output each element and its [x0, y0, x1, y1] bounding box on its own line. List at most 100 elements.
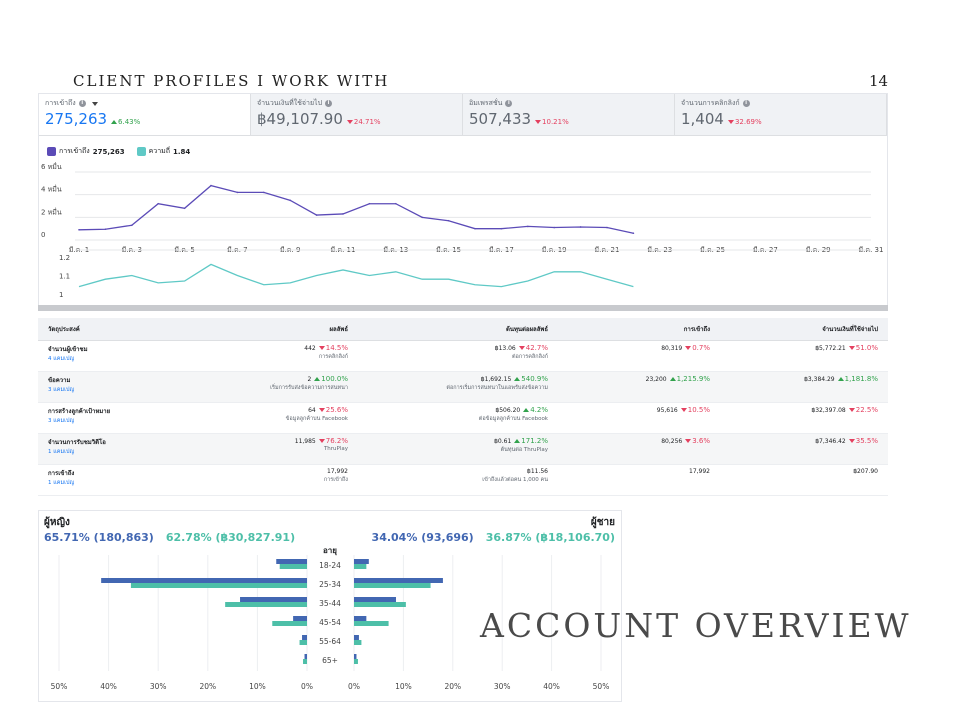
result-cell: 64 25.6% ข้อมูลลูกค้าบน Facebook [228, 402, 358, 434]
male-spend-bar[interactable] [354, 564, 367, 569]
metric-tab-0[interactable]: การเข้าถึง i 275,263 6.43% [39, 94, 251, 135]
legend-item-frequency[interactable]: ความถี่ 1.84 [136, 146, 190, 157]
result-cell-sublabel: การคลิกลิงก์ [318, 353, 348, 360]
reach-cell-value: 80,256 [661, 437, 683, 445]
male-spend-bar[interactable] [354, 621, 389, 626]
header-amount-spent[interactable]: จำนวนเงินที่ใช้จ่ายไป [720, 318, 888, 341]
reach-point [632, 232, 635, 234]
cost-cell-value: ฿11.56 [527, 467, 548, 475]
table-row[interactable]: การสร้างลูกค้าเป้าหมาย 3 แคมเปญ 64 25.6% ข้อ… [38, 402, 888, 434]
delta-badge: 171.2% [514, 437, 548, 445]
female-reach-bar[interactable] [302, 635, 307, 640]
header-results[interactable]: ผลลัพธ์ [228, 318, 358, 341]
chevron-down-icon[interactable] [91, 101, 98, 106]
arrow-down-icon [680, 407, 687, 412]
metric-delta-value: 10.21% [542, 118, 569, 126]
reach-cell: 95,616 10.5% [558, 402, 720, 434]
male-spend-bar[interactable] [354, 583, 431, 588]
reach-cell-value: 17,992 [689, 467, 710, 475]
header-reach[interactable]: การเข้าถึง [558, 318, 720, 341]
delta-badge: 0.7% [685, 344, 710, 352]
table-row[interactable]: การเข้าถึง 1 แคมเปญ 17,992 การเข้าถึง ฿11.56… [38, 464, 888, 497]
result-cell-value-row: 11,985 76.2% [238, 437, 348, 445]
panel-divider [38, 305, 888, 311]
objective-name: ข้อความ [48, 376, 71, 384]
info-icon[interactable]: i [505, 100, 513, 107]
reach-swatch [47, 147, 56, 156]
male-reach-bar[interactable] [354, 616, 367, 621]
campaign-count-link[interactable]: 1 แคมเปญ [48, 448, 75, 455]
legend-item-reach[interactable]: การเข้าถึง 275,263 [47, 146, 125, 157]
male-spend-bar[interactable] [354, 602, 406, 607]
metric-tab-3[interactable]: จำนวนการคลิกลิงก์ i 1,404 32.69% [675, 94, 887, 135]
female-spend-bar[interactable] [279, 564, 307, 569]
male-spend-bar[interactable] [354, 640, 362, 645]
delta-badge: 1,181.8% [837, 375, 878, 383]
reach-point [236, 191, 239, 194]
female-spend-bar[interactable] [272, 621, 307, 626]
female-reach-stat: 65.71% (180,863) [44, 531, 154, 544]
info-icon[interactable]: i [78, 100, 86, 107]
age-category-label: 65+ [322, 656, 338, 665]
cost-cell-value: ฿506.20 [495, 406, 521, 414]
metric-delta: 32.69% [727, 118, 762, 126]
age-category-label: 55-64 [319, 637, 341, 646]
delta-badge: 100.0% [314, 375, 348, 383]
female-spend-bar[interactable] [299, 640, 307, 645]
male-reach-bar[interactable] [354, 635, 359, 640]
cost-cell: ฿13.06 42.7% ต่อการคลิกลิงก์ [358, 340, 558, 372]
reach-cell-value-row: 23,200 1,215.9% [568, 375, 710, 383]
male-reach-bar[interactable] [354, 578, 443, 583]
table-row[interactable]: ข้อความ 3 แคมเปญ 2 100.0% เริ่มการรับส่งข้อค… [38, 371, 888, 403]
male-reach-bar[interactable] [354, 654, 357, 659]
demo-x-tick-label: 0% [301, 682, 313, 691]
result-cell-value-row: 442 14.5% [238, 344, 348, 352]
result-cell-value-row: 64 25.6% [238, 406, 348, 414]
info-icon[interactable]: i [742, 100, 750, 107]
male-spend-bar[interactable] [354, 659, 358, 664]
reach-point [395, 202, 397, 205]
metric-tab-1[interactable]: จำนวนเงินที่ใช้จ่ายไป i ฿49,107.90 24.71% [251, 94, 463, 135]
result-cell-value: 17,992 [327, 467, 348, 475]
metric-tab-2[interactable]: อิมเพรสชั่น i 507,433 10.21% [463, 94, 675, 135]
reach-cell-value-row: 80,319 0.7% [568, 344, 710, 352]
campaign-count-link[interactable]: 3 แคมเปญ [48, 417, 75, 424]
female-spend-bar[interactable] [303, 659, 307, 664]
campaign-count-link[interactable]: 3 แคมเปญ [48, 386, 75, 393]
page-number: 14 [869, 72, 889, 90]
arrow-down-icon [848, 345, 855, 350]
objective-cell: การเข้าถึง 1 แคมเปญ [38, 464, 228, 497]
female-spend-bar[interactable] [225, 602, 307, 607]
header-cost-per-result[interactable]: ต้นทุนต่อผลลัพธ์ [358, 318, 558, 341]
table-row[interactable]: จำนวนการรับชมวิดีโอ 1 แคมเปญ 11,985 76.2% Th… [38, 433, 888, 465]
metric-value-row: 507,433 10.21% [469, 110, 668, 128]
male-reach-bar[interactable] [354, 597, 396, 602]
frequency-y-tick-label: 1.1 [59, 273, 70, 281]
result-cell: 11,985 76.2% ThruPlay [228, 433, 358, 465]
reach-frequency-chart: 02 หมื่น4 หมื่น6 หมื่นมี.ค. 1 มี.ค. 3 มี.ค… [41, 162, 883, 299]
female-reach-bar[interactable] [276, 559, 307, 564]
demo-x-tick-label: 10% [249, 682, 266, 691]
spend-cell-value: ฿7,346.42 [815, 437, 846, 445]
female-reach-bar[interactable] [240, 597, 307, 602]
cost-cell: ฿11.56 เข้าถึงแล้วต่อคน 1,000 คน [358, 464, 558, 497]
info-icon[interactable]: i [325, 100, 333, 107]
campaign-count-link[interactable]: 4 แคมเปญ [48, 355, 75, 362]
frequency-y-tick-label: 1.2 [59, 254, 70, 262]
legend-label: การเข้าถึง [59, 147, 90, 155]
spend-cell-value-row: ฿32,397.08 22.5% [730, 406, 878, 414]
female-reach-bar[interactable] [304, 654, 307, 659]
campaign-count-link[interactable]: 1 แคมเปญ [48, 479, 75, 486]
cost-cell-sublabel: ต้นทุนต่อ ThruPlay [500, 446, 548, 453]
cost-cell-value-row: ฿13.06 42.7% [368, 344, 548, 352]
female-reach-bar[interactable] [101, 578, 307, 583]
spend-cell: ฿5,772.21 51.0% [720, 340, 888, 372]
male-reach-bar[interactable] [354, 559, 369, 564]
female-spend-bar[interactable] [130, 583, 307, 588]
metric-tabs: การเข้าถึง i 275,263 6.43% จำนวนเงินที่ใช้จ่… [39, 94, 887, 136]
cost-cell-value-row: ฿506.20 4.2% [368, 406, 548, 414]
female-reach-bar[interactable] [293, 616, 307, 621]
header-objective[interactable]: วัตถุประสงค์ [38, 318, 228, 341]
table-row[interactable]: จำนวนผู้เข้าชม 4 แคมเปญ 442 14.5% การคลิกลิง… [38, 340, 888, 372]
result-cell: 2 100.0% เริ่มการรับส่งข้อความการสนทนา [228, 371, 358, 403]
